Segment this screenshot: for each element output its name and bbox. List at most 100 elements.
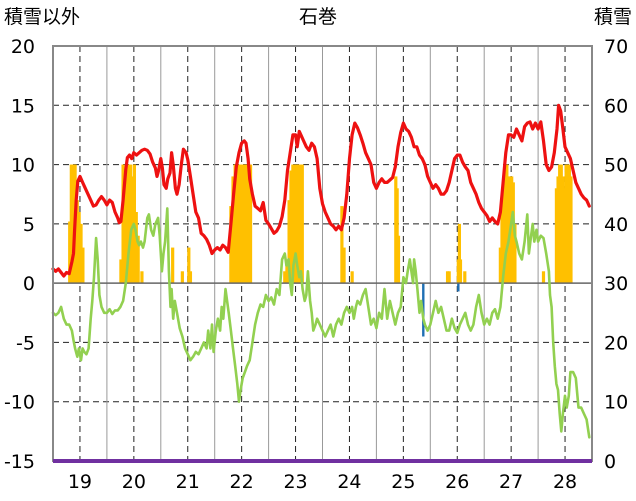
- precip-bar: [541, 271, 546, 284]
- precip-bar: [180, 271, 184, 284]
- left-tick-label: -15: [4, 451, 35, 473]
- precip-bar: [502, 176, 506, 284]
- grid-lines: [53, 46, 592, 461]
- precip-bar: [248, 164, 253, 284]
- precip-bar: [247, 164, 251, 284]
- precip-bar: [300, 164, 304, 284]
- right-tick-label: 70: [604, 36, 628, 58]
- precip-bar: [283, 271, 287, 284]
- x-tick-label: 22: [230, 471, 254, 493]
- x-tick-label: 21: [176, 471, 200, 493]
- precip-bar: [458, 259, 463, 284]
- precip-bar: [503, 164, 507, 284]
- precip-bar: [340, 206, 344, 284]
- precip-bar: [123, 170, 127, 284]
- precip-bar: [564, 164, 568, 284]
- x-tick-label: 28: [553, 471, 577, 493]
- precip-bar: [71, 164, 75, 284]
- left-tick-label: 0: [23, 273, 35, 295]
- precip-bar: [235, 164, 239, 284]
- precip-bar: [554, 188, 559, 284]
- right-axis-label: 積雪: [593, 6, 632, 28]
- precip-bar: [79, 223, 83, 284]
- precip-bar: [350, 271, 354, 284]
- right-tick-label: 30: [604, 273, 628, 295]
- precip-bar: [561, 176, 565, 284]
- negative-bar: [457, 283, 460, 292]
- precip-bar: [566, 164, 570, 284]
- precip-bar: [396, 235, 401, 284]
- right-tick-label: 20: [604, 332, 628, 354]
- plot-frame: [52, 45, 593, 463]
- precip-bar: [127, 164, 131, 284]
- precip-bar: [129, 164, 133, 284]
- precip-bar: [342, 247, 346, 284]
- precip-bar: [77, 212, 81, 284]
- precip-bar: [245, 164, 249, 284]
- precip-bar: [498, 247, 502, 284]
- precip-bars: [68, 164, 573, 284]
- left-tick-label: 5: [23, 214, 35, 236]
- x-tick-label: 24: [337, 471, 361, 493]
- x-tick-label: 19: [68, 471, 92, 493]
- precip-bar: [505, 164, 509, 284]
- precip-bar: [287, 200, 291, 284]
- precip-bar: [241, 164, 245, 284]
- min-temp-line: [51, 207, 591, 439]
- x-tick-label: 20: [122, 471, 146, 493]
- precip-bar: [513, 223, 517, 284]
- precip-bar: [81, 247, 85, 284]
- left-axis-label: 積雪以外: [4, 6, 81, 28]
- precip-bar: [121, 164, 125, 284]
- precip-bar: [556, 176, 560, 284]
- precip-bar: [68, 221, 72, 284]
- precip-bar: [243, 164, 247, 284]
- right-tick-label: 50: [604, 155, 628, 177]
- precip-bar: [506, 176, 511, 284]
- chart-title: 石巻: [298, 6, 337, 28]
- precip-bar: [75, 200, 79, 284]
- precip-bar: [134, 212, 138, 284]
- left-tick-label: 10: [11, 155, 35, 177]
- precip-bar: [500, 212, 504, 284]
- precip-bar: [457, 223, 462, 284]
- precip-bar: [136, 235, 140, 284]
- precip-bar: [463, 271, 467, 284]
- x-tick-label: 25: [391, 471, 415, 493]
- x-tick-label: 26: [445, 471, 469, 493]
- precip-bar: [285, 259, 289, 284]
- precip-bar: [291, 164, 295, 284]
- right-tick-label: 40: [604, 214, 628, 236]
- precip-bar: [296, 164, 301, 284]
- precip-bar: [298, 164, 303, 284]
- precip-bar: [562, 188, 567, 284]
- precip-bar: [569, 176, 573, 284]
- precip-bar: [295, 164, 299, 284]
- precip-bar: [289, 170, 293, 284]
- precip-bar: [69, 164, 73, 284]
- precip-bar: [510, 176, 514, 284]
- precip-bar: [229, 206, 233, 284]
- right-tick-label: 0: [604, 451, 616, 473]
- precip-bar: [559, 164, 563, 284]
- left-tick-label: 20: [11, 36, 35, 58]
- precip-bar: [239, 164, 243, 284]
- series-lines: [51, 103, 591, 439]
- right-tick-label: 60: [604, 95, 628, 117]
- precip-bar: [233, 164, 237, 284]
- precip-bar: [171, 247, 175, 284]
- precip-bar: [187, 247, 191, 284]
- precip-bar: [188, 271, 193, 284]
- right-tick-label: 10: [604, 392, 628, 414]
- precip-bar: [567, 164, 571, 284]
- precip-bar: [140, 271, 144, 284]
- precip-bar: [447, 271, 451, 284]
- precip-bar: [293, 164, 297, 284]
- max-temp-line: [51, 103, 591, 278]
- precip-bar: [445, 271, 450, 284]
- precip-bar: [231, 176, 235, 284]
- precip-bar: [558, 164, 562, 284]
- x-tick-label: 27: [499, 471, 523, 493]
